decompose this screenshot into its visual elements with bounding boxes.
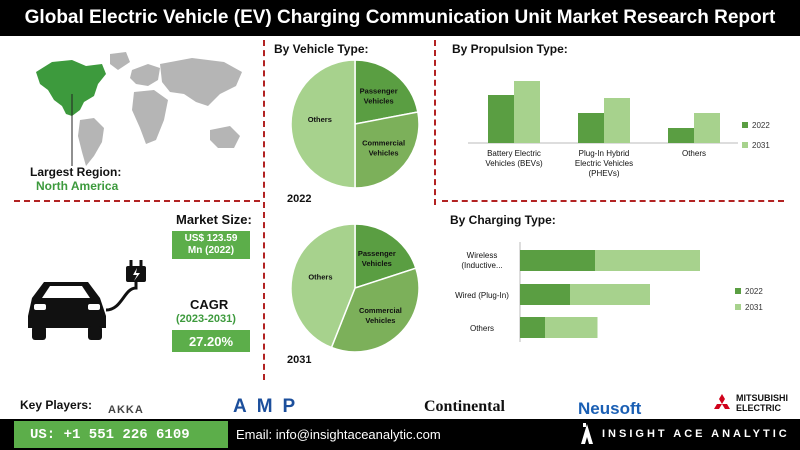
logo-continental: Continental [424, 398, 505, 415]
footer-phone: US: +1 551 226 6109 [14, 421, 228, 448]
pie-2022-label-1: Commercial Vehicles [362, 139, 405, 158]
market-size-value-line1: US$ 123.59 [184, 233, 238, 244]
propulsion-legend-2031: 2031 [752, 141, 770, 150]
propulsion-bar-1-2022 [578, 113, 604, 143]
divider-right-horizontal [442, 200, 784, 202]
largest-region-label: Largest Region: [30, 165, 122, 179]
report-title: Global Electric Vehicle (EV) Charging Co… [0, 0, 800, 36]
pie-2022-label-2: Others [308, 115, 332, 124]
footer-brand: INSIGHT ACE ANALYTIC [602, 428, 790, 440]
pie-2031-label-1: Commercial Vehicles [359, 306, 402, 325]
map-africa [132, 90, 168, 144]
charging-bar-1-2022 [520, 284, 570, 305]
map-north-america [36, 60, 106, 116]
map-europe [130, 64, 160, 86]
divider-right [434, 40, 436, 205]
map-asia [160, 58, 242, 106]
pie-2031-label-2: Others [308, 272, 332, 281]
pie-2022-slice-2 [290, 59, 356, 189]
map-australia [210, 126, 240, 148]
charging-bar-1-2031 [570, 284, 650, 305]
pie-year-2031: 2031 [287, 354, 312, 366]
propulsion-category-label-2: Others [682, 149, 706, 158]
pie-year-2022: 2022 [287, 193, 312, 205]
pie-2031-slice-2 [290, 223, 356, 349]
charging-bar-2-2022 [520, 317, 545, 338]
propulsion-bar-0-2031 [514, 81, 540, 143]
charging-category-label-0: Wireless (Inductive... [461, 251, 502, 270]
market-size-label: Market Size: [176, 212, 252, 227]
divider-left-horizontal [14, 200, 260, 202]
logo-mitsubishi-electric: MITSUBISHI ELECTRIC [736, 393, 789, 413]
charging-bar-2-2031 [545, 317, 598, 338]
footer-email: Email: info@insightaceanalytic.com [236, 427, 441, 442]
pie-2031-slice-0 [354, 223, 417, 290]
charging-legend-swatch-2031 [735, 304, 741, 310]
pie-2031-slice-1 [330, 267, 420, 353]
logo-akka: AKKA [108, 404, 144, 416]
pie-chart-2031: Passenger Vehicles Commercial Vehicles Other… [290, 223, 420, 353]
charging-type-label: By Charging Type: [450, 213, 556, 227]
market-size-value: US$ 123.59 Mn (2022) [172, 231, 250, 259]
pie-2022-slice-0 [354, 59, 419, 125]
market-size-value-line2: Mn (2022) [187, 245, 235, 256]
propulsion-bar-0-2022 [488, 95, 514, 143]
pie-2022-slice-1 [354, 111, 420, 189]
charging-category-label-1: Wired (Plug-In) [455, 291, 509, 300]
cagr-value: 27.20% [172, 330, 250, 352]
insight-ace-logo-icon [581, 423, 593, 444]
world-map [36, 52, 242, 166]
propulsion-bar-2-2022 [668, 128, 694, 143]
pie-2031-label-0: Passenger Vehicles [358, 249, 396, 268]
cagr-period: (2023-2031) [176, 313, 236, 325]
cagr-label: CAGR [190, 297, 229, 312]
charging-legend-swatch-2022 [735, 288, 741, 294]
charging-category-label-2: Others [470, 324, 494, 333]
logo-neusoft: Neusoft [578, 399, 642, 418]
charging-bar-0-2031 [595, 250, 700, 271]
propulsion-bar-2-2031 [694, 113, 720, 143]
vehicle-type-label: By Vehicle Type: [274, 42, 369, 56]
pie-chart-2022: Passenger Vehicles Commercial Vehicles Other… [290, 59, 420, 189]
mitsubishi-diamonds-icon [714, 394, 730, 409]
divider-left [263, 40, 265, 380]
propulsion-legend-swatch-2022 [742, 122, 748, 128]
pie-2022-label-0: Passenger Vehicles [360, 86, 398, 105]
propulsion-bar-1-2031 [604, 98, 630, 143]
propulsion-bar-chart: Battery Electric Vehicles (BEVs) Plug-In H… [468, 81, 770, 178]
propulsion-category-label-0: Battery Electric Vehicles (BEVs) [485, 149, 543, 168]
propulsion-legend-swatch-2031 [742, 142, 748, 148]
propulsion-category-label-1: Plug-In Hybrid Electric Vehicles (PHEVs) [575, 149, 633, 178]
charging-bar-chart: Wireless (Inductive... Wired (Plug-In) Othe… [455, 242, 763, 342]
charging-legend-2031: 2031 [745, 303, 763, 312]
map-south-america [78, 118, 104, 166]
charging-bar-0-2022 [520, 250, 595, 271]
propulsion-type-label: By Propulsion Type: [452, 42, 568, 56]
ev-charging-car-icon [28, 260, 146, 340]
map-greenland [110, 52, 130, 70]
charging-legend-2022: 2022 [745, 287, 763, 296]
propulsion-legend-2022: 2022 [752, 121, 770, 130]
key-players-label: Key Players: [20, 398, 93, 412]
largest-region-value: North America [36, 179, 119, 193]
logo-amp: AMP [233, 396, 306, 417]
